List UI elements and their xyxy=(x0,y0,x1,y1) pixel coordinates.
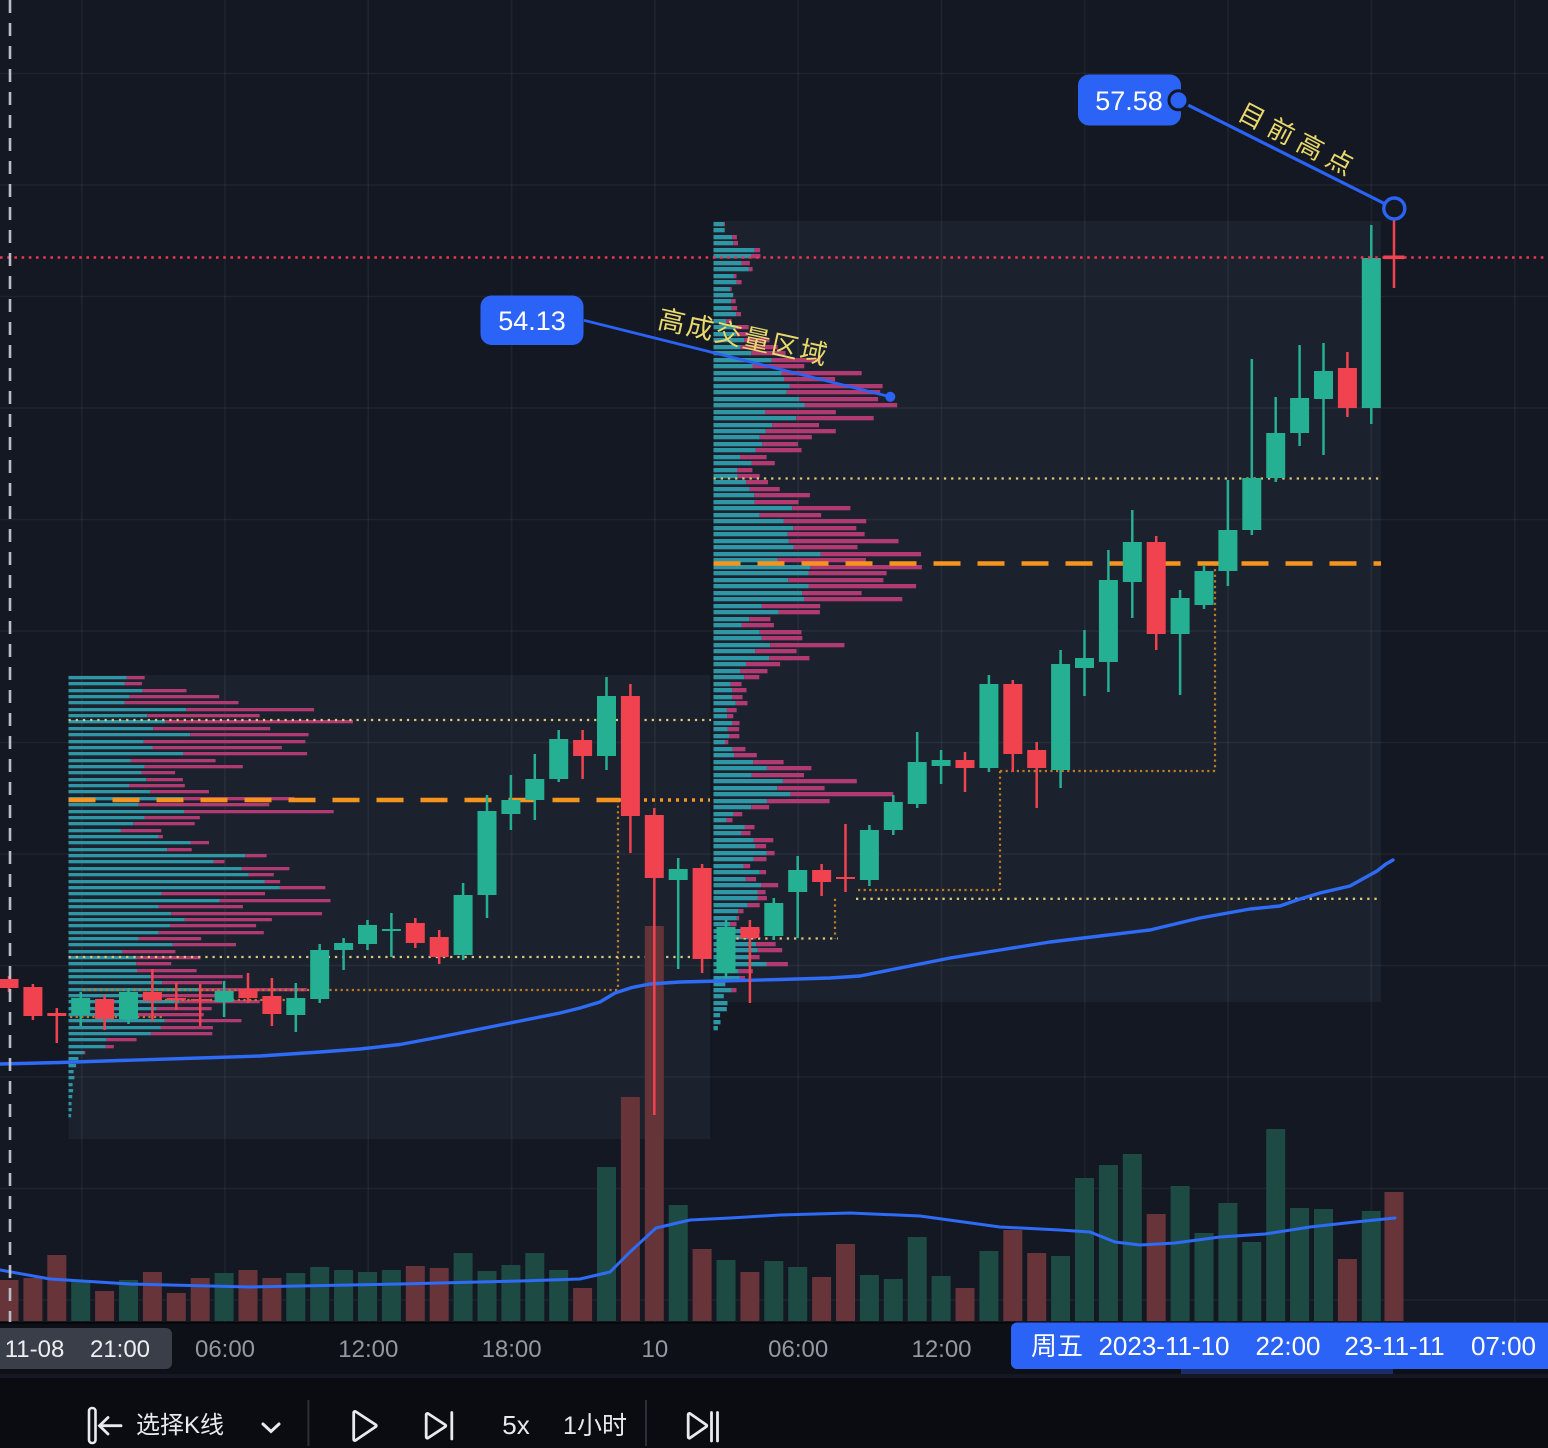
svg-text:12:00: 12:00 xyxy=(911,1336,971,1363)
svg-text:23-11-11: 23-11-11 xyxy=(1344,1331,1444,1361)
svg-text:18:00: 18:00 xyxy=(482,1336,542,1363)
svg-text:06:00: 06:00 xyxy=(195,1336,255,1363)
svg-text:10: 10 xyxy=(642,1336,669,1363)
svg-text:54.13: 54.13 xyxy=(498,306,566,336)
svg-text:22:00: 22:00 xyxy=(1255,1331,1320,1361)
svg-text:07:00: 07:00 xyxy=(1471,1331,1536,1361)
svg-text:周五: 周五 xyxy=(1031,1331,1083,1361)
svg-text:11-08: 11-08 xyxy=(5,1336,65,1363)
svg-text:12:00: 12:00 xyxy=(338,1336,398,1363)
svg-text:2023-11-10: 2023-11-10 xyxy=(1098,1331,1229,1361)
svg-text:06:00: 06:00 xyxy=(768,1336,828,1363)
svg-text:选择K线: 选择K线 xyxy=(136,1412,224,1439)
svg-text:57.58: 57.58 xyxy=(1095,86,1163,116)
svg-text:1小时: 1小时 xyxy=(563,1412,627,1440)
svg-text:21:00: 21:00 xyxy=(90,1336,150,1363)
svg-text:5x: 5x xyxy=(502,1410,529,1440)
